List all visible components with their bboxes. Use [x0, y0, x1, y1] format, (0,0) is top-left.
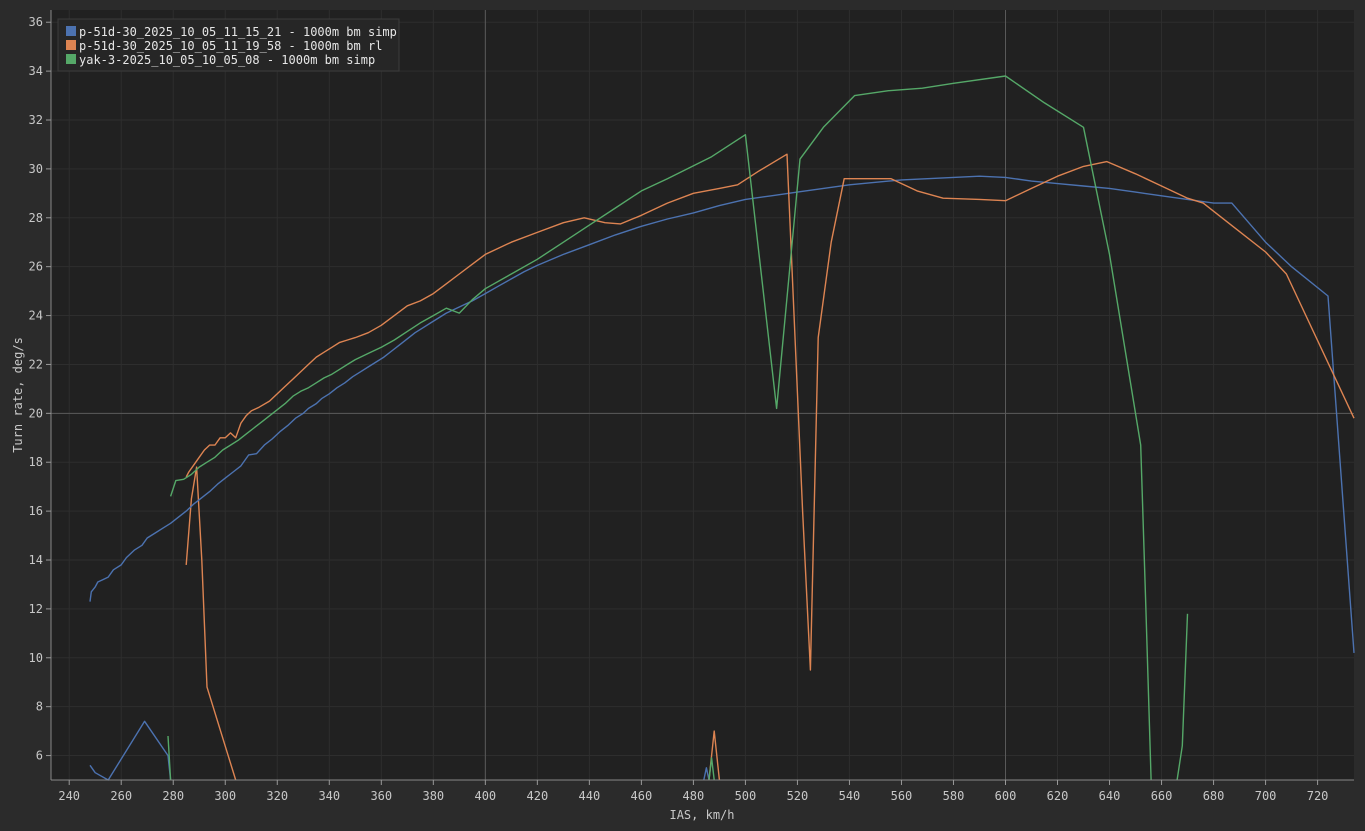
y-tick-label-36: 36 — [29, 15, 43, 29]
y-tick-label-10: 10 — [29, 651, 43, 665]
y-axis-title: Turn rate, deg/s — [11, 337, 25, 453]
legend-swatch-1[interactable] — [66, 40, 76, 50]
x-tick-label-580: 580 — [943, 789, 965, 803]
x-tick-label-520: 520 — [787, 789, 809, 803]
x-tick-label-640: 640 — [1099, 789, 1121, 803]
series-layer — [89, 75, 1355, 781]
y-axis-ticks: 6 8 10 12 14 16 18 20 22 24 26 28 30 32 34 36 — [29, 15, 51, 763]
y-tick-label-32: 32 — [29, 113, 43, 127]
y-tick-label-18: 18 — [29, 455, 43, 469]
x-tick-label-400: 400 — [474, 789, 496, 803]
y-tick-label-34: 34 — [29, 64, 43, 78]
y-tick-label-30: 30 — [29, 162, 43, 176]
series-0-fragment-0 — [89, 720, 172, 781]
x-tick-label-480: 480 — [683, 789, 705, 803]
legend-box — [57, 18, 400, 72]
legend: p-51d-30_2025_10_05_11_15_21 - 1000m bm … — [57, 18, 400, 72]
series-1-fragment-1 — [185, 466, 237, 781]
x-tick-label-320: 320 — [266, 789, 288, 803]
series-line-0[interactable] — [89, 175, 1355, 653]
y-tick-label-16: 16 — [29, 504, 43, 518]
y-tick-label-14: 14 — [29, 553, 43, 567]
x-tick-label-460: 460 — [631, 789, 653, 803]
crosshair — [51, 10, 1354, 780]
x-tick-label-680: 680 — [1203, 789, 1225, 803]
x-tick-label-720: 720 — [1307, 789, 1329, 803]
legend-label-0[interactable]: p-51d-30_2025_10_05_11_15_21 - 1000m bm … — [79, 25, 397, 39]
series-0-fragment-3 — [703, 767, 710, 781]
series-line-1[interactable] — [185, 153, 1355, 671]
series-line-2[interactable] — [169, 75, 1152, 781]
y-tick-label-22: 22 — [29, 357, 43, 371]
legend-label-1[interactable]: p-51d-30_2025_10_05_11_19_58 - 1000m bm … — [79, 39, 382, 53]
x-tick-label-260: 260 — [110, 789, 132, 803]
y-tick-label-6: 6 — [36, 749, 43, 763]
x-tick-label-300: 300 — [214, 789, 236, 803]
x-tick-label-600: 600 — [995, 789, 1017, 803]
y-tick-label-28: 28 — [29, 211, 43, 225]
x-tick-label-560: 560 — [891, 789, 913, 803]
series-2-fragment-2 — [167, 735, 172, 781]
x-tick-label-340: 340 — [318, 789, 340, 803]
x-tick-label-280: 280 — [162, 789, 184, 803]
y-tick-label-8: 8 — [36, 700, 43, 714]
x-tick-label-700: 700 — [1255, 789, 1277, 803]
x-tick-label-620: 620 — [1047, 789, 1069, 803]
x-tick-label-360: 360 — [370, 789, 392, 803]
y-tick-label-20: 20 — [29, 406, 43, 420]
x-axis-ticks: 240 260 280 300 320 340 360 380 400 420 440 460 480 5… — [58, 780, 1328, 803]
series-2-fragment-5 — [708, 757, 715, 781]
y-tick-label-24: 24 — [29, 309, 43, 323]
legend-label-2[interactable]: yak-3-2025_10_05_10_05_08 - 1000m bm sim… — [79, 53, 375, 67]
x-tick-label-440: 440 — [579, 789, 601, 803]
series-2-fragment-6 — [1176, 613, 1189, 781]
x-tick-label-240: 240 — [58, 789, 80, 803]
x-tick-label-500: 500 — [735, 789, 757, 803]
x-tick-label-380: 380 — [422, 789, 444, 803]
plot-area — [51, 10, 1354, 780]
legend-swatch-2[interactable] — [66, 54, 76, 64]
legend-swatch-0[interactable] — [66, 26, 76, 36]
x-tick-label-420: 420 — [527, 789, 549, 803]
x-tick-label-540: 540 — [839, 789, 861, 803]
x-axis-title: IAS, km/h — [669, 808, 734, 822]
y-tick-label-26: 26 — [29, 260, 43, 274]
y-tick-label-12: 12 — [29, 602, 43, 616]
x-tick-label-660: 660 — [1151, 789, 1173, 803]
